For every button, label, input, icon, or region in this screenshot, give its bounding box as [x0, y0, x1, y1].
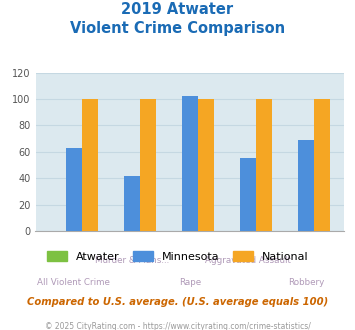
Text: Robbery: Robbery	[288, 278, 324, 287]
Text: Murder & Mans...: Murder & Mans...	[95, 256, 169, 265]
Text: © 2025 CityRating.com - https://www.cityrating.com/crime-statistics/: © 2025 CityRating.com - https://www.city…	[45, 322, 310, 330]
Text: Rape: Rape	[179, 278, 201, 287]
Bar	[182, 96, 198, 231]
Text: Violent Crime Comparison: Violent Crime Comparison	[70, 21, 285, 36]
Bar	[256, 99, 272, 231]
Bar	[314, 99, 330, 231]
Bar	[66, 148, 82, 231]
Bar	[298, 140, 314, 231]
Bar	[240, 158, 256, 231]
Text: Aggravated Assault: Aggravated Assault	[205, 256, 291, 265]
Text: Compared to U.S. average. (U.S. average equals 100): Compared to U.S. average. (U.S. average …	[27, 297, 328, 307]
Bar	[198, 99, 214, 231]
Bar	[124, 176, 140, 231]
Legend: Atwater, Minnesota, National: Atwater, Minnesota, National	[43, 247, 312, 267]
Bar	[82, 99, 98, 231]
Text: 2019 Atwater: 2019 Atwater	[121, 2, 234, 16]
Bar	[140, 99, 156, 231]
Text: All Violent Crime: All Violent Crime	[38, 278, 110, 287]
